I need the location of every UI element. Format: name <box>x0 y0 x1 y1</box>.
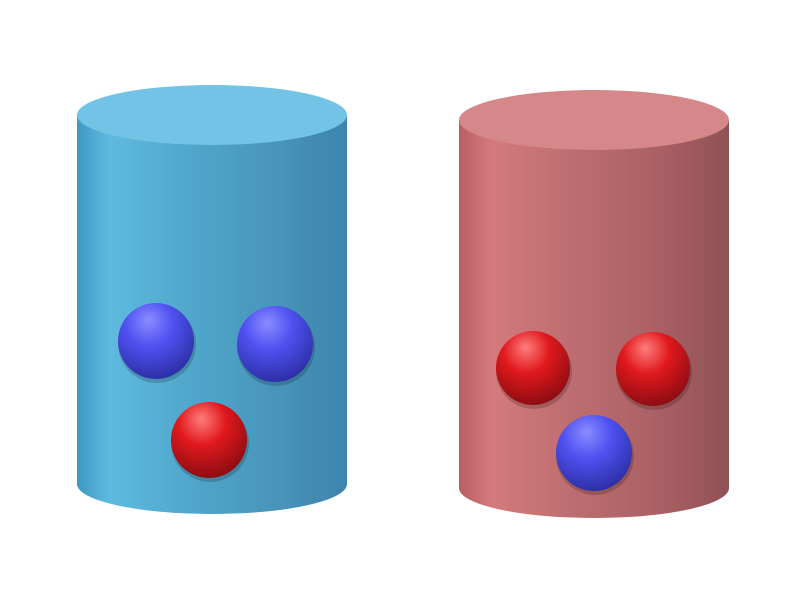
red-ball <box>616 332 690 406</box>
cylinders-layer <box>77 85 729 518</box>
cylinder-top <box>459 90 729 150</box>
blue-ball <box>556 415 632 491</box>
cylinder-right-red <box>459 90 729 518</box>
red-ball <box>171 402 247 478</box>
cylinder-top <box>77 85 347 145</box>
cylinder-body <box>77 115 347 514</box>
blue-ball <box>237 306 313 382</box>
cylinder-body <box>459 120 729 518</box>
red-ball <box>496 331 570 405</box>
cylinder-left-blue <box>77 85 347 514</box>
blue-ball <box>118 303 194 379</box>
